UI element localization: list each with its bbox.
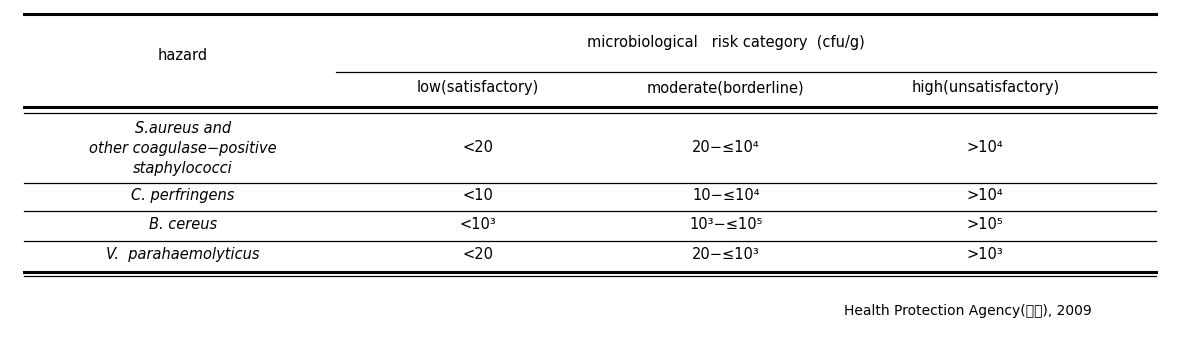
Text: >10⁴: >10⁴ [966,140,1004,155]
Text: other coagulase−positive: other coagulase−positive [88,141,277,156]
Text: hazard: hazard [158,48,208,63]
Text: B. cereus: B. cereus [149,217,217,232]
Text: microbiological   risk category  (cfu/g): microbiological risk category (cfu/g) [586,35,865,50]
Text: <10³: <10³ [459,217,497,232]
Text: staphylococci: staphylococci [133,161,232,176]
Text: 10−≤10⁴: 10−≤10⁴ [691,188,760,203]
Text: 20−≤10⁴: 20−≤10⁴ [691,140,760,155]
Text: high(unsatisfactory): high(unsatisfactory) [911,80,1060,95]
Text: 20−≤10³: 20−≤10³ [691,247,760,262]
Text: <10: <10 [463,188,493,203]
Text: S.aureus and: S.aureus and [135,121,231,136]
Text: moderate(borderline): moderate(borderline) [647,80,805,95]
Text: >10⁵: >10⁵ [966,217,1004,232]
Text: C. perfringens: C. perfringens [131,188,235,203]
Text: V.  parahaemolyticus: V. parahaemolyticus [106,247,260,262]
Text: low(satisfactory): low(satisfactory) [417,80,539,95]
Text: Health Protection Agency(영국), 2009: Health Protection Agency(영국), 2009 [844,304,1092,319]
Text: <20: <20 [463,140,493,155]
Text: 10³−≤10⁵: 10³−≤10⁵ [689,217,762,232]
Text: >10³: >10³ [966,247,1004,262]
Text: >10⁴: >10⁴ [966,188,1004,203]
Text: <20: <20 [463,247,493,262]
